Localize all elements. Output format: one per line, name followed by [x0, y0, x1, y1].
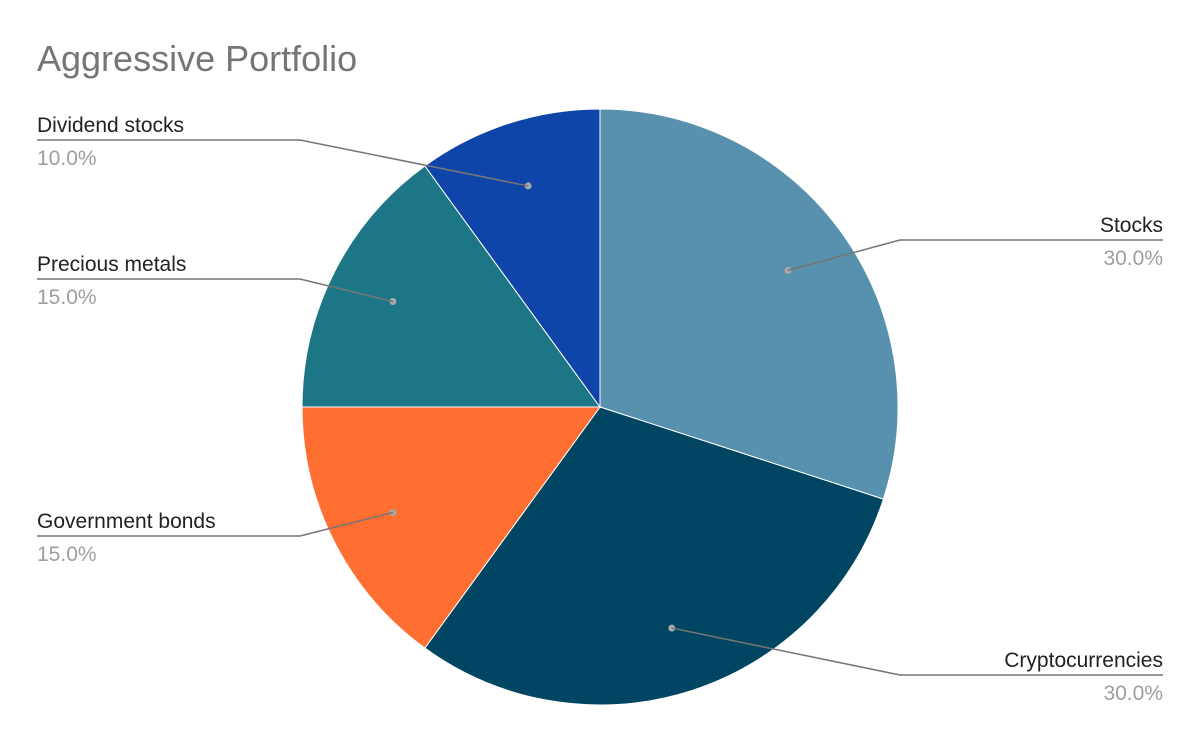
slice-label-government-bonds: Government bonds: [37, 510, 216, 533]
slice-label-stocks: Stocks: [1100, 214, 1163, 237]
slice-percent-precious-metals: 15.0%: [37, 286, 97, 309]
leader-line-government-bonds: [37, 511, 394, 537]
leader-line-precious-metals: [37, 278, 394, 303]
leader-line-cryptocurrencies: [671, 627, 1163, 676]
slice-percent-government-bonds: 15.0%: [37, 543, 97, 566]
leader-line-stocks: [787, 239, 1163, 272]
pie-slice-stocks: [599, 108, 899, 500]
pie-slice-government-bonds: [301, 406, 601, 649]
pie-slice-dividend-stocks: [424, 108, 601, 409]
chart-title: Aggressive Portfolio: [37, 38, 358, 79]
pie-slice-cryptocurrencies: [424, 406, 885, 706]
pie-labels: Stocks 30.0% Cryptocurrencies 30.0% Governme…: [37, 114, 1163, 705]
slice-percent-cryptocurrencies: 30.0%: [1103, 682, 1163, 705]
pie-slices: [301, 108, 899, 706]
slice-label-cryptocurrencies: Cryptocurrencies: [1004, 649, 1163, 672]
slice-percent-stocks: 30.0%: [1103, 247, 1163, 270]
leader-line-dividend-stocks: [37, 139, 529, 187]
slice-percent-dividend-stocks: 10.0%: [37, 147, 97, 170]
slice-label-precious-metals: Precious metals: [37, 253, 186, 276]
slice-label-dividend-stocks: Dividend stocks: [37, 114, 184, 137]
pie-slice-precious-metals: [301, 165, 601, 408]
leader-dot-government-bonds: [389, 509, 397, 517]
